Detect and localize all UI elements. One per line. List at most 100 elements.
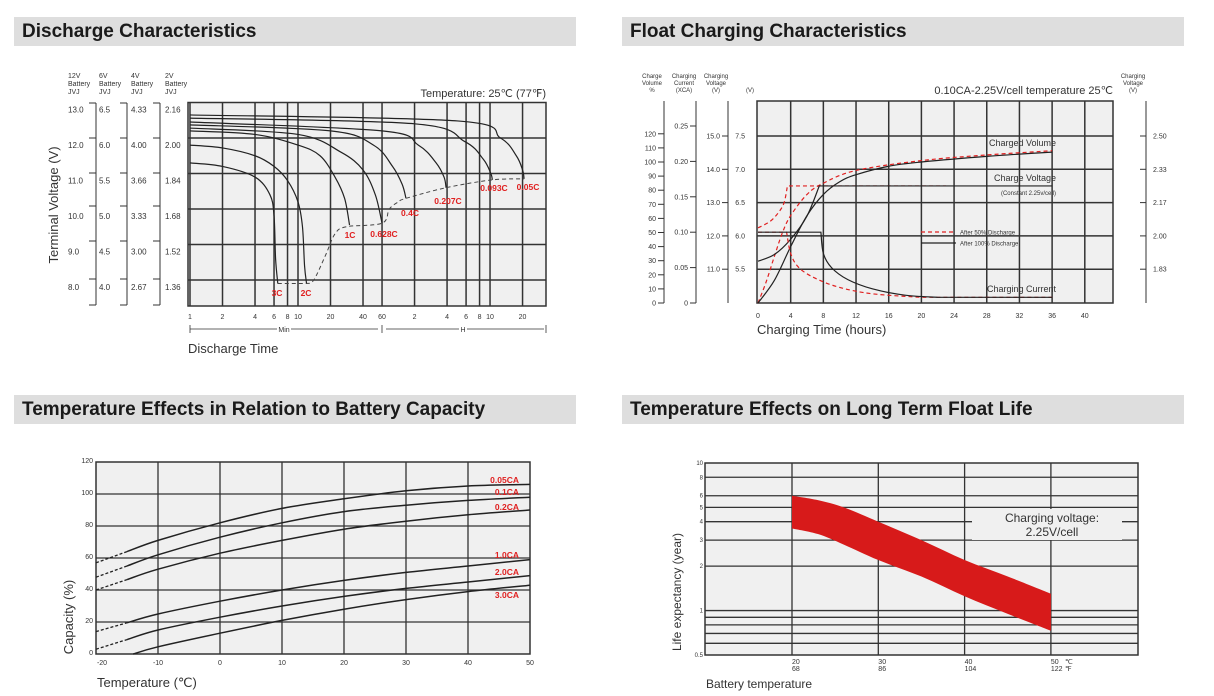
float-axis-tick-label: 80 (648, 188, 656, 195)
discharge-curve-label: 1C (345, 230, 356, 240)
float-axis-tick-label: 12.0 (706, 233, 720, 240)
float-right-tick-label: 2.17 (1153, 200, 1167, 207)
float-axis-header: (XCA) (676, 88, 692, 94)
float-right-tick-label: 1.83 (1153, 267, 1167, 274)
float-x-tick-label: 20 (918, 313, 926, 320)
y-axis-header: 4V (131, 73, 140, 80)
discharge-curve-label: 2C (301, 288, 312, 298)
float-axis-header: Voltage (706, 81, 727, 87)
discharge-curve-label: 0.207C (434, 196, 461, 206)
float-axis-tick-label: 7.0 (735, 167, 745, 174)
discharge-curve-0.05C (189, 114, 525, 179)
y-tick-label: 13.0 (68, 106, 84, 115)
discharge-x-tick-label: 6 (464, 314, 468, 321)
discharge-x-tick-label: 10 (486, 314, 494, 321)
discharge-curve-0.628C (189, 127, 383, 224)
legend-label: After 100% Discharge (960, 242, 1019, 248)
discharge-chart-title: Discharge Characteristics (14, 17, 576, 46)
y-axis-header: JVJ (131, 89, 143, 96)
float-axis-tick-label: 14.0 (706, 167, 720, 174)
discharge-x-tick-label: 2 (413, 314, 417, 321)
float-life-y-axis-label: Life expectancy (year) (670, 533, 684, 651)
discharge-plot-area (187, 101, 547, 307)
discharge-x-tick-label: 4 (445, 314, 449, 321)
float-right-tick-label: 2.50 (1153, 134, 1167, 141)
float-annotation: 0.10CA-2.25V/cell temperature 25℃ (934, 85, 1113, 97)
float-axis-tick-label: 10 (648, 286, 656, 293)
float-axis-tick-label: 100 (644, 160, 656, 167)
discharge-curve-label: 0.05C (517, 182, 540, 192)
float-life-x-tick-celsius: 30 (878, 659, 886, 666)
capacity-y-tick-label: 100 (81, 490, 93, 497)
y-tick-label: 5.0 (99, 212, 111, 221)
float-axis-tick-label: 7.5 (735, 134, 745, 141)
float-axis-tick-label: 40 (648, 244, 656, 251)
float-charging-chart-title: Float Charging Characteristics (622, 17, 1184, 46)
discharge-x-axis-label: Discharge Time (188, 341, 278, 356)
h-label-bg (459, 324, 467, 334)
float-life-x-tick-fahrenheit: 122 (1051, 666, 1063, 673)
min-label-bg (277, 324, 291, 334)
discharge-curve-0.4C (189, 124, 407, 199)
y-tick-label: 8.0 (68, 283, 80, 292)
min-range-label: Min (278, 327, 289, 334)
float-life-x-tick-fahrenheit: 68 (792, 666, 800, 673)
y-tick-label: 4.33 (131, 106, 147, 115)
y-tick-label: 5.5 (99, 177, 111, 186)
charging-current-100-curve (758, 231, 1053, 298)
y-axis-header: 6V (99, 73, 108, 80)
y-axis-header: JVJ (99, 89, 111, 96)
float-life-y-tick-label: 8 (700, 475, 704, 481)
float-x-tick-label: 36 (1048, 313, 1056, 320)
y-axis-header: 2V (165, 73, 174, 80)
capacity-curve-label: 0.1CA (495, 487, 519, 497)
float-axis-tick-label: 0.05 (674, 265, 688, 272)
discharge-x-tick-label: 20 (327, 314, 335, 321)
charging-voltage-annotation: Charging voltage: (1005, 511, 1099, 525)
capacity-curve-label: 2.0CA (495, 567, 519, 577)
float-axis-tick-label: 15.0 (706, 134, 720, 141)
discharge-x-tick-label: 2 (221, 314, 225, 321)
capacity-x-tick-label: -20 (97, 660, 107, 667)
capacity-x-tick-label: 50 (526, 660, 534, 667)
y-axis-header: Battery (165, 81, 188, 88)
float-x-tick-label: 0 (756, 313, 760, 320)
charged-volume-100-curve (757, 151, 1053, 304)
float-life-y-tick-label: 10 (696, 461, 703, 467)
float-axis-tick-label: 0.20 (674, 159, 688, 166)
float-x-tick-label: 4 (789, 313, 793, 320)
discharge-x-tick-label: 40 (359, 314, 367, 321)
y-tick-label: 1.84 (165, 177, 181, 186)
float-axis-header: Charging (704, 74, 728, 80)
float-life-y-tick-label: 2 (700, 564, 704, 570)
float-axis-tick-label: 110 (645, 145, 656, 152)
y-axis-header: JVJ (68, 89, 80, 96)
float-axis-tick-label: 120 (644, 131, 656, 138)
float-axis-tick-label: 20 (648, 272, 656, 279)
discharge-curve-0.093C (189, 117, 493, 181)
float-axis-header: (V) (746, 88, 754, 94)
float-axis-tick-label: 5.5 (735, 267, 745, 274)
y-tick-label: 1.68 (165, 212, 181, 221)
float-right-tick-label: 2.00 (1153, 233, 1167, 240)
capacity-curve-0.05CA (126, 483, 531, 553)
float-life-x-tick-fahrenheit: 86 (878, 666, 886, 673)
y-tick-label: 2.67 (131, 283, 147, 292)
float-life-band (792, 495, 1051, 631)
charge-voltage-label: Charge Voltage (994, 173, 1056, 183)
y-tick-label: 2.16 (165, 106, 181, 115)
float-life-x-tick-celsius: 20 (792, 659, 800, 666)
y-tick-label: 2.00 (165, 141, 181, 150)
y-tick-label: 3.00 (131, 248, 147, 257)
capacity-curve-extrapolated (95, 638, 128, 650)
y-tick-label: 3.33 (131, 212, 147, 221)
float-axis-tick-label: 0.15 (674, 194, 688, 201)
capacity-y-tick-label: 0 (89, 650, 93, 657)
discharge-x-tick-label: 20 (519, 314, 527, 321)
capacity-chart-title: Temperature Effects in Relation to Batte… (14, 395, 576, 424)
capacity-curve-extrapolated (95, 578, 128, 591)
capacity-x-tick-label: -10 (153, 660, 163, 667)
y-tick-label: 11.0 (68, 177, 84, 186)
discharge-curve-0.207C (189, 121, 447, 188)
capacity-x-tick-label: 0 (218, 660, 222, 667)
